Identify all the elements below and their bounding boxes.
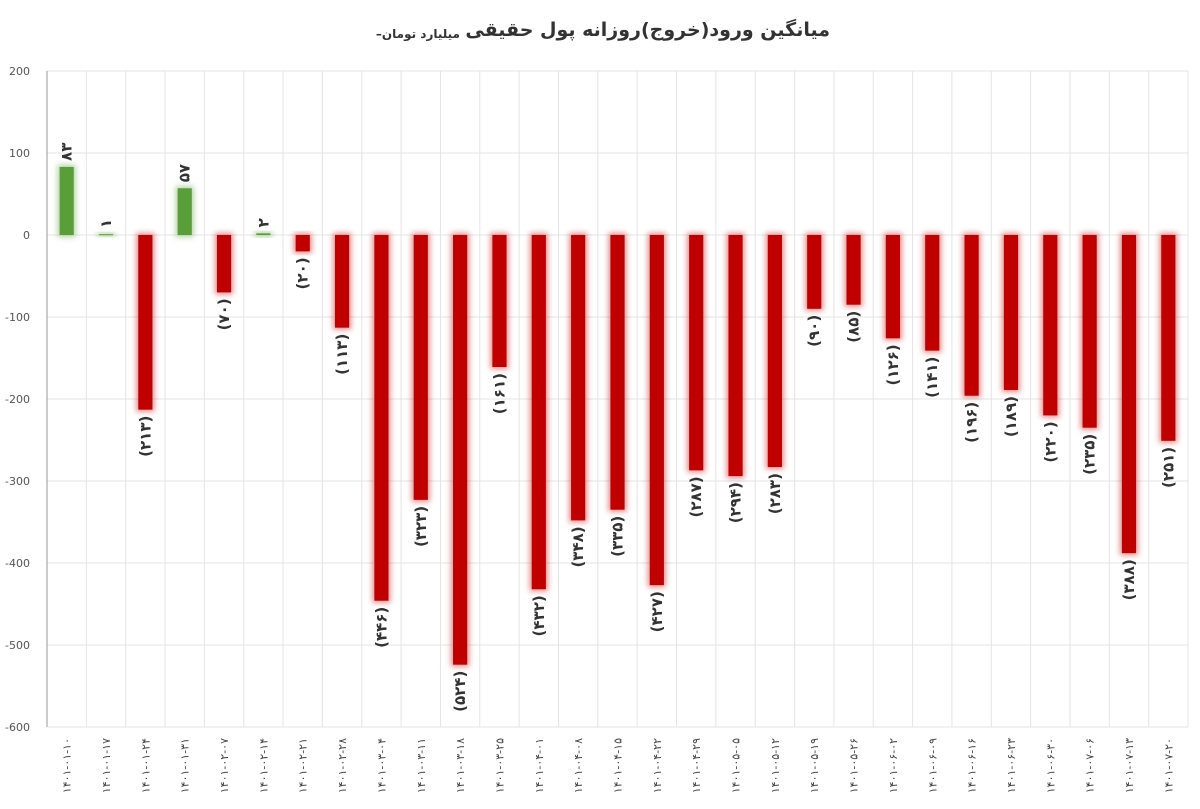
bar [885, 235, 900, 339]
x-tick-label: ۱۴۰۱-۰۴-۲۹ [690, 738, 703, 793]
y-tick-label: 0 [23, 229, 30, 242]
x-tick-label: ۱۴۰۱-۰۳-۱۱ [415, 738, 428, 793]
x-tick-label: ۱۴۰۱-۰۵-۰۵ [730, 738, 743, 793]
x-tick-label: ۱۴۰۱-۰۵-۱۲ [769, 738, 782, 793]
bar [925, 235, 940, 351]
x-tick-label: ۱۴۰۱-۰۲-۲۱ [297, 738, 310, 793]
bar [59, 166, 74, 235]
value-label: (۴۴۶) [372, 607, 390, 648]
value-label: (۱۶۱) [490, 373, 508, 414]
x-tick-label: ۱۴۰۱-۰۴-۱۵ [612, 738, 625, 793]
value-label: (۳۴۸) [569, 526, 587, 567]
value-label: (۱۴۱) [923, 357, 941, 398]
x-tick-label: ۱۴۰۱-۰۶-۰۹ [926, 738, 939, 793]
value-label: (۳۲۳) [412, 506, 430, 547]
bar [1121, 235, 1137, 554]
x-tick-label: ۱۴۰۱-۰۴-۲۲ [651, 738, 664, 793]
value-label: (۲۲۰) [1041, 421, 1059, 462]
x-tick-label: ۱۴۰۱-۰۴-۰۸ [572, 738, 585, 793]
value-label: (۱۸۹) [1002, 396, 1020, 437]
bar [964, 235, 979, 396]
value-label: (۱۲۶) [884, 344, 902, 385]
x-tick-label: ۱۴۰۱-۰۲-۱۴ [257, 738, 270, 793]
bar [689, 235, 704, 471]
bar [335, 235, 350, 328]
bar [649, 235, 664, 586]
x-tick-label: ۱۴۰۱-۰۱-۲۴ [139, 738, 152, 793]
x-tick-label: ۱۴۰۱-۰۵-۱۹ [808, 738, 821, 793]
y-tick-label: -100 [5, 311, 30, 324]
bar [256, 233, 271, 235]
y-tick-label: -600 [5, 721, 30, 734]
x-tick-label: ۱۴۰۱-۰۳-۲۵ [493, 738, 506, 793]
x-tick-label: ۱۴۰۱-۰۴-۰۱ [533, 738, 546, 793]
x-tick-label: ۱۴۰۱-۰۷-۲۰ [1162, 738, 1175, 793]
chart-title: میانگین ورود(خروج)روزانه پول حقیقی [465, 18, 830, 41]
x-tick-label: ۱۴۰۱-۰۲-۰۷ [218, 738, 231, 793]
bar [177, 188, 192, 235]
bar [1082, 235, 1097, 428]
x-tick-label: ۱۴۰۱-۰۲-۲۸ [336, 738, 349, 793]
y-tick-label: 200 [9, 65, 30, 78]
bar [413, 235, 428, 500]
bar [374, 235, 389, 601]
x-tick-label: ۱۴۰۱-۰۱-۳۱ [179, 738, 192, 793]
value-label: (۳۳۵) [609, 516, 627, 557]
x-tick-label: ۱۴۰۱-۰۶-۰۲ [887, 738, 900, 793]
x-tick-label: ۱۴۰۱-۰۷-۰۶ [1084, 738, 1097, 793]
bar [807, 235, 822, 309]
x-tick-label: ۱۴۰۱-۰۶-۳۰ [1044, 738, 1057, 793]
value-label: ۱ [97, 219, 115, 228]
bar [728, 235, 743, 477]
x-tick-label: ۱۴۰۱-۰۶-۱۶ [966, 738, 979, 793]
value-label: ۵۷ [176, 164, 194, 182]
value-label: ۲ [254, 218, 272, 227]
x-tick-label: ۱۴۰۱-۰۳-۱۸ [454, 738, 467, 793]
bar [98, 234, 114, 236]
y-tick-label: -500 [5, 639, 30, 652]
bar [295, 235, 310, 252]
x-tick-label: ۱۴۰۱-۰۵-۲۶ [848, 738, 861, 793]
x-tick-label: ۱۴۰۱-۰۱-۱۷ [100, 738, 113, 793]
value-label: (۲۸۷) [687, 476, 705, 517]
bar [216, 235, 232, 293]
bar [1003, 235, 1019, 390]
value-label: (۲۸۳) [766, 473, 784, 514]
y-tick-label: -200 [5, 393, 30, 406]
bar [453, 235, 468, 665]
bar [531, 235, 546, 590]
bar [1161, 235, 1176, 441]
value-label: (۸۵) [845, 311, 863, 343]
y-tick-label: -400 [5, 557, 30, 570]
value-label: (۱۹۶) [963, 402, 981, 443]
value-label: (۲۵۱) [1159, 447, 1177, 488]
x-tick-label: ۱۴۰۱-۰۷-۱۳ [1123, 738, 1136, 793]
value-label: (۲۱۳) [136, 416, 154, 457]
value-label: (۲۰) [294, 257, 312, 289]
bar [846, 235, 861, 305]
x-tick-label: ۱۴۰۱-۰۳-۰۴ [375, 738, 388, 793]
y-tick-label: 100 [9, 147, 30, 160]
value-label: (۷۰) [215, 298, 233, 330]
value-label: (۲۳۵) [1081, 434, 1099, 475]
bar [767, 235, 782, 468]
value-label: (۱۱۳) [333, 334, 351, 375]
y-tick-label: -300 [5, 475, 30, 488]
bar [610, 235, 625, 510]
bar [571, 235, 586, 521]
value-label: (۲۹۴) [727, 482, 745, 523]
bar [1043, 235, 1058, 416]
value-label: (۴۲۷) [648, 591, 666, 632]
x-tick-label: ۱۴۰۱-۰۶-۲۳ [1005, 738, 1018, 793]
value-label: ۸۳ [58, 143, 76, 161]
x-tick-label: ۱۴۰۱-۰۱-۱۰ [61, 738, 74, 793]
value-label: (۵۲۴) [451, 671, 469, 712]
value-label: (۴۳۲) [530, 595, 548, 636]
value-label: (۹۰) [805, 315, 823, 347]
chart-subtitle: –میلیارد تومان [376, 27, 460, 42]
bar [138, 235, 153, 410]
value-label: (۳۸۸) [1120, 559, 1138, 600]
bar [492, 235, 507, 368]
